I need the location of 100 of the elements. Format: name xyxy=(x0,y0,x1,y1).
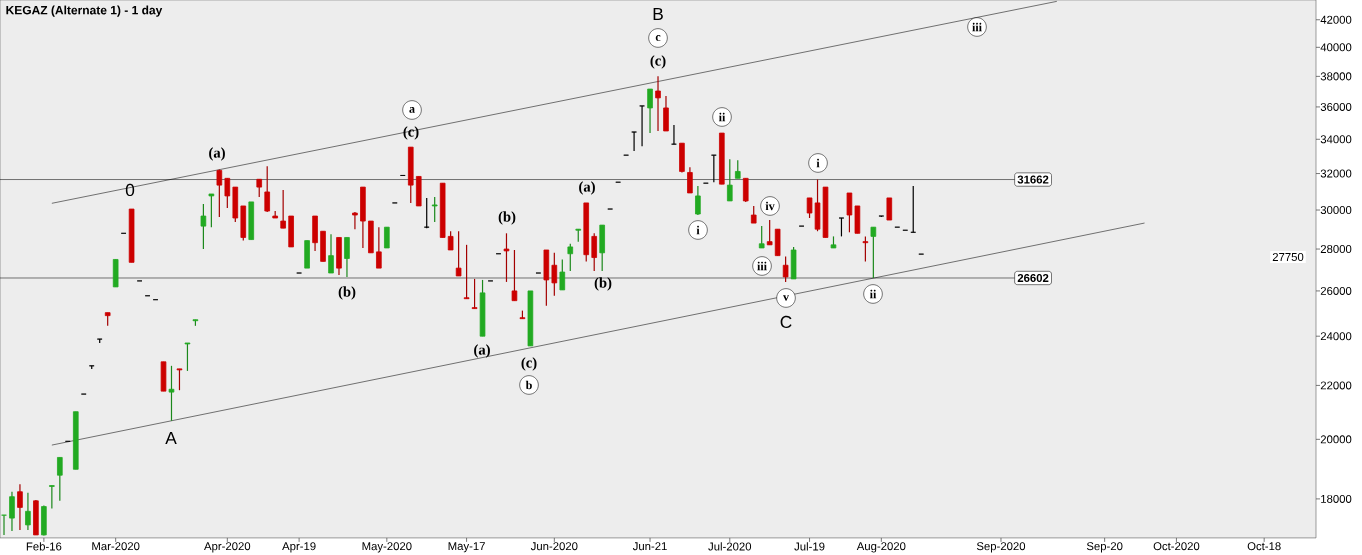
candlestick xyxy=(328,233,334,274)
candlestick xyxy=(838,217,845,237)
candlestick xyxy=(782,256,789,283)
x-tick-label: Sep-2020 xyxy=(976,542,1026,553)
candlestick xyxy=(176,368,183,391)
annotation: c xyxy=(655,35,661,41)
candlestick xyxy=(57,456,63,502)
candlestick xyxy=(264,165,270,213)
candlestick xyxy=(17,483,23,531)
candlestick xyxy=(200,203,207,250)
annotation: a xyxy=(409,107,415,113)
x-tick-label: Oct-18 xyxy=(1247,542,1281,551)
candlestick xyxy=(511,249,518,302)
candlestick xyxy=(216,168,223,218)
candlestick xyxy=(687,166,693,194)
candlestick xyxy=(591,232,597,272)
annotation: iii xyxy=(757,261,767,271)
chart-title: KEGAZ (Alternate 1) - 1 day xyxy=(6,5,163,17)
candlestick xyxy=(384,226,390,249)
candlestick xyxy=(559,258,566,291)
candlestick xyxy=(766,219,773,246)
candlestick xyxy=(168,365,175,422)
y-tick-label: 28000 xyxy=(1320,245,1352,254)
annotation: b xyxy=(525,380,532,390)
ref-line-label: 26602 xyxy=(1017,273,1049,282)
x-tick-label: Sep-20 xyxy=(1086,542,1123,553)
candlestick xyxy=(567,243,574,272)
annotation: (c) xyxy=(521,357,537,371)
y-tick-label: 26000 xyxy=(1320,286,1352,295)
annotation: (b) xyxy=(594,277,612,291)
candlestick xyxy=(727,158,733,202)
y-tick-label: 18000 xyxy=(1321,494,1352,503)
annotation: (b) xyxy=(338,286,356,300)
candlestick xyxy=(503,232,510,283)
candlestick xyxy=(208,193,215,228)
candlestick xyxy=(862,235,869,262)
candlestick xyxy=(647,88,653,134)
x-tick-label: Aug-2020 xyxy=(856,542,906,553)
annotation: ii xyxy=(869,289,877,299)
candlestick xyxy=(49,484,55,510)
candlestick xyxy=(631,131,637,152)
annotation: (a) xyxy=(579,181,595,195)
candlestick xyxy=(742,177,749,203)
candlestick xyxy=(376,226,382,269)
y-tick-label: 20000 xyxy=(1320,435,1352,444)
annotation: i xyxy=(696,225,700,235)
candlestick xyxy=(447,230,454,251)
candlestick xyxy=(870,226,877,279)
annotation: 27750 xyxy=(1272,252,1304,261)
candlestick xyxy=(758,225,765,249)
annotation: (b) xyxy=(498,211,516,225)
candlestick xyxy=(431,196,438,223)
candlestick xyxy=(184,342,191,372)
ref-line-label: 31662 xyxy=(1017,175,1049,184)
y-tick-label: 32000 xyxy=(1320,169,1352,178)
x-tick-label: May-17 xyxy=(448,542,485,553)
candlestick xyxy=(280,189,286,229)
x-tick-label: Feb-16 xyxy=(26,542,62,551)
y-tick-label: 40000 xyxy=(1320,43,1352,52)
annotation: A xyxy=(165,432,177,444)
candlestick xyxy=(886,197,893,221)
annotation: 0 xyxy=(125,183,135,197)
annotation: v xyxy=(783,295,790,301)
y-tick-label: 34000 xyxy=(1320,135,1352,144)
candlestick xyxy=(352,211,358,230)
x-tick-label: Apr-19 xyxy=(282,542,316,553)
x-tick-label: Apr-2020 xyxy=(204,542,251,553)
annotation: C xyxy=(780,315,792,329)
annotation: (a) xyxy=(209,147,225,161)
x-tick-label: Mar-2020 xyxy=(92,542,140,551)
candlestick xyxy=(639,105,645,147)
annotation: i xyxy=(816,158,820,168)
y-tick-label: 30000 xyxy=(1320,206,1352,215)
candlestick xyxy=(655,75,661,132)
candlestick xyxy=(463,244,470,300)
candlestick xyxy=(9,491,15,532)
y-tick-label: 42000 xyxy=(1320,15,1352,24)
candlestick xyxy=(224,177,231,209)
candlestick xyxy=(695,185,701,216)
annotation: iv xyxy=(765,201,775,211)
annotation: iii xyxy=(972,22,982,32)
candlestick xyxy=(734,159,741,179)
x-tick-label: Jul-2020 xyxy=(708,542,752,551)
annotation: (a) xyxy=(474,344,490,358)
x-tick-label: Oct-2020 xyxy=(1153,542,1200,551)
candlestick xyxy=(846,192,853,233)
x-tick-label: May-2020 xyxy=(362,542,412,553)
candlestick xyxy=(344,236,350,278)
candlestick xyxy=(25,492,31,531)
candlestick xyxy=(455,230,462,277)
candlestick xyxy=(663,95,669,132)
candlestick xyxy=(471,278,478,310)
x-tick-label: Jun-2020 xyxy=(530,542,578,551)
x-tick-label: Jun-21 xyxy=(632,542,667,551)
y-tick-label: 22000 xyxy=(1320,381,1352,390)
annotation: B xyxy=(653,8,663,20)
y-tick-label: 24000 xyxy=(1320,332,1352,341)
candlestick xyxy=(551,252,558,297)
x-tick-label: Jul-19 xyxy=(794,542,825,551)
y-tick-label: 38000 xyxy=(1320,72,1352,81)
